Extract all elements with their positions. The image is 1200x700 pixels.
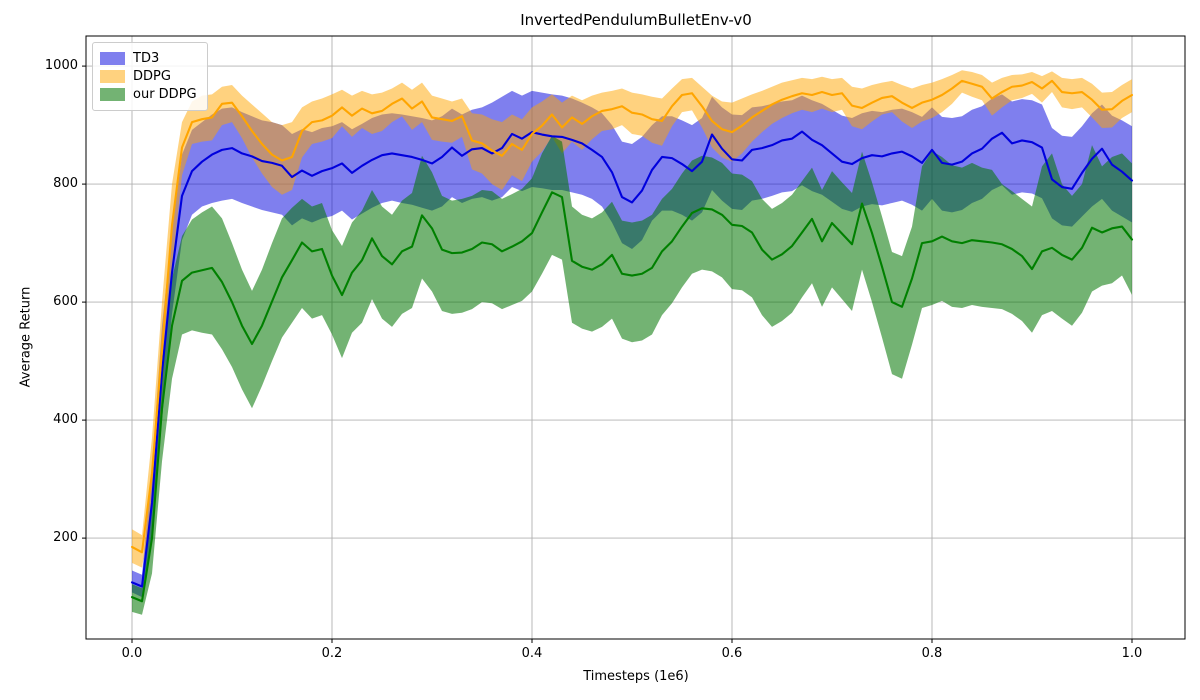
x-tick-label: 1.0: [1121, 646, 1143, 661]
legend-label-td3: TD3: [133, 51, 160, 66]
legend-item-td3: TD3: [100, 51, 197, 66]
y-tick-label: 800: [53, 176, 78, 192]
legend-item-our-ddpg: our DDPG: [100, 87, 197, 102]
x-tick-label: 0.6: [721, 646, 743, 661]
legend-label-our-ddpg: our DDPG: [133, 87, 197, 102]
y-tick-label: 200: [53, 530, 78, 546]
x-tick-label: 0.4: [521, 646, 543, 661]
ddpg-color-swatch: [100, 70, 125, 83]
line-td3: [130, 130, 1134, 588]
legend: TD3 DDPG our DDPG: [92, 42, 208, 111]
td3-color-swatch: [100, 52, 125, 65]
x-tick-label: 0.0: [121, 646, 143, 661]
our-ddpg-color-swatch: [100, 88, 125, 101]
plot-border: [85, 35, 1186, 640]
x-axis-label: Timesteps (1e6): [583, 669, 689, 684]
line-our-ddpg: [130, 191, 1134, 603]
legend-label-ddpg: DDPG: [133, 69, 171, 84]
y-tick-label: 1000: [44, 58, 78, 74]
band-ddpg: [132, 70, 1132, 568]
line-ddpg: [130, 79, 1134, 554]
legend-item-ddpg: DDPG: [100, 69, 197, 84]
y-tick-label: 600: [53, 294, 78, 310]
chart-title: InvertedPendulumBulletEnv-v0: [520, 11, 752, 29]
x-tick-label: 0.2: [321, 646, 343, 661]
y-tick-label: 400: [53, 412, 78, 428]
x-tick-label: 0.8: [921, 646, 943, 661]
